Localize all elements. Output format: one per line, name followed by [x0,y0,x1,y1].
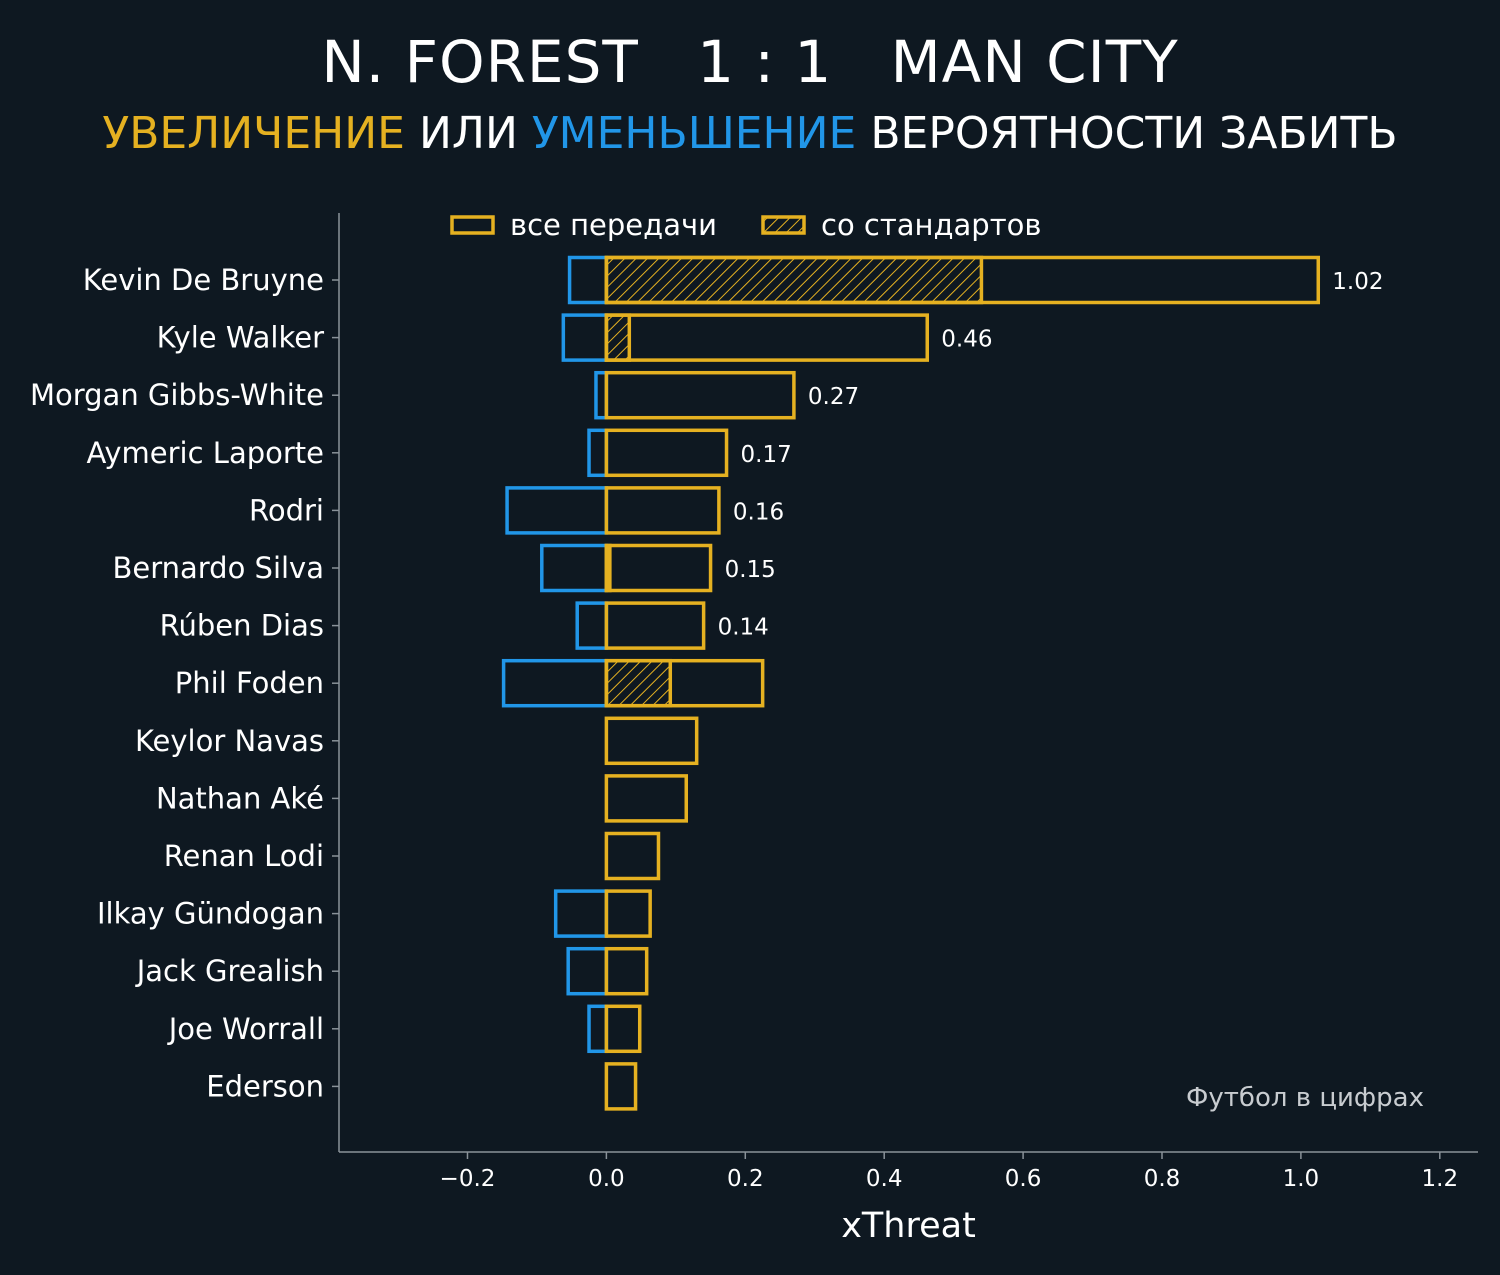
watermark: Футбол в цифрах [1186,1083,1424,1113]
legend-label: со стандартов [821,208,1041,242]
subtitle-part-2: УМЕНЬШЕНИЕ [531,108,857,159]
decrease-bar [575,601,609,650]
subtitle-part-0: УВЕЛИЧЕНИЕ [102,108,405,159]
x-tick-label: 1.2 [1422,1166,1459,1192]
category-label: Bernardo Silva [112,551,324,585]
data-label: 0.27 [808,384,859,410]
category-label: Nathan Aké [156,781,324,815]
decrease-bar [566,946,609,996]
x-axis-label: xThreat [841,1206,976,1246]
category-label: Aymeric Laporte [87,436,324,470]
x-tick-label: 0.0 [588,1166,625,1192]
decrease-bar [561,313,609,362]
category-label: Rúben Dias [160,609,324,643]
data-label: 0.15 [725,557,776,583]
category-label: Kevin De Bruyne [83,263,324,297]
increase-bar [604,716,699,766]
x-tick-label: 0.8 [1144,1166,1181,1192]
category-label: Kyle Walker [157,321,324,355]
category-label: Ederson [206,1069,324,1103]
legend-swatch [450,215,495,235]
data-label: 0.17 [741,442,792,468]
decrease-bar [553,889,609,938]
axis-layer: Kevin De Bruyne Kyle Walker Morgan Gibbs-W… [30,213,1478,1246]
increase-bar [604,370,796,420]
chart-subtitle: УВЕЛИЧЕНИЕ ИЛИ УМЕНЬШЕНИЕ ВЕРОЯТНОСТИ ЗА… [0,108,1500,159]
data-label: 1.02 [1332,269,1383,295]
x-tick-label: −0.2 [440,1166,496,1192]
bars-layer: 1.02 0.46 0.27 0.17 0.16 0.15 0.14 [501,255,1383,1111]
increase-bar [604,889,652,938]
data-label: 0.16 [733,499,784,525]
increase-bar [604,428,729,478]
subtitle-part-1: ИЛИ [404,108,532,159]
increase-bar [604,255,1321,305]
decrease-bar [567,255,609,305]
decrease-bar [505,486,609,535]
decrease-bar [501,658,609,708]
decrease-bar [587,1004,609,1054]
chart-title: N. FOREST 1 : 1 MAN CITY [321,28,1179,96]
increase-bar [604,946,649,996]
increase-bar [604,1004,642,1054]
category-label: Keylor Navas [135,724,324,758]
increase-bar [604,774,689,823]
category-label: Jack Grealish [135,954,324,988]
category-label: Renan Lodi [164,839,324,873]
data-label: 0.46 [941,327,992,353]
decrease-bar [540,543,609,593]
subtitle-part-3: ВЕРОЯТНОСТИ ЗАБИТЬ [856,108,1398,159]
x-tick-label: 0.2 [727,1166,764,1192]
increase-bar [604,486,721,535]
increase-bar [604,543,713,593]
decrease-bar [587,428,609,478]
category-label: Morgan Gibbs-White [30,378,324,412]
category-label: Joe Worrall [167,1012,324,1046]
category-label: Ilkay Gündogan [97,897,324,931]
x-tick-label: 0.6 [1005,1166,1042,1192]
x-tick-label: 1.0 [1283,1166,1320,1192]
data-label: 0.14 [718,615,769,641]
set-piece-bar [604,658,673,708]
category-label: Rodri [249,493,324,527]
legend: все передачи со стандартов [450,208,1041,242]
set-piece-bar [604,255,984,305]
legend-label: все передачи [510,208,717,242]
x-tick-label: 0.4 [866,1166,903,1192]
increase-bar [604,601,706,650]
increase-bar [604,658,765,708]
increase-bar [604,313,930,362]
increase-bar [604,1062,638,1111]
increase-bar [604,831,661,881]
set-piece-bar [604,313,632,362]
legend-swatch [761,215,806,235]
category-label: Phil Foden [175,666,324,700]
